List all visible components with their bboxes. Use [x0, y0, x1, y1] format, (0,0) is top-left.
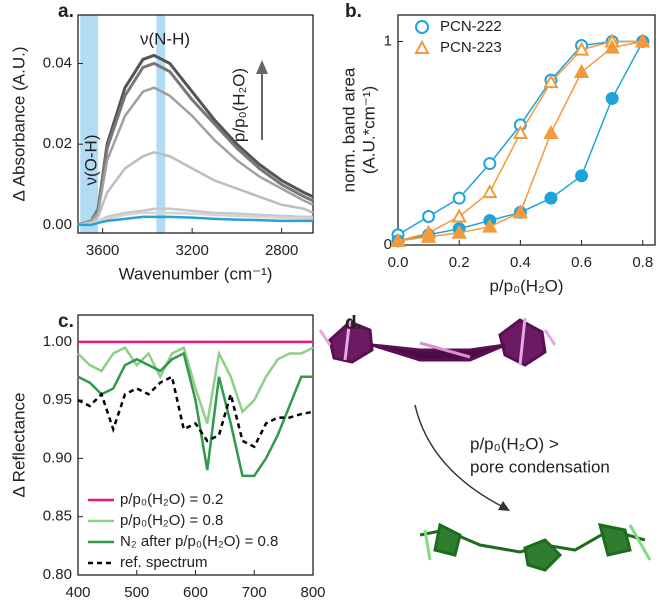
marker: [605, 91, 619, 105]
y-tick-label: 0.02: [43, 135, 72, 152]
legend-label: p/p₀(H₂O) = 0.8: [120, 512, 223, 529]
marker: [543, 124, 559, 140]
annotation: ν(N-H): [140, 29, 190, 48]
marker: [573, 41, 590, 56]
x-tick-label: 0.2: [449, 254, 470, 271]
line-series: [77, 211, 314, 227]
x-tick-label: 0.0: [388, 254, 409, 271]
x-tick-label: 500: [124, 584, 149, 601]
marker: [512, 124, 529, 140]
marker: [452, 191, 466, 205]
marker: [451, 224, 467, 239]
x-axis-label: p/p₀(H₂O): [489, 276, 563, 295]
marker: [575, 169, 589, 183]
x-tick-label: 0.6: [571, 254, 592, 271]
y-axis-label: norm. band area: [339, 67, 358, 192]
y-tick-label: 0.00: [43, 216, 72, 233]
marker: [482, 183, 498, 199]
legend-label: ref. spectrum: [120, 554, 208, 571]
marker: [451, 208, 467, 223]
line-series: [77, 150, 314, 227]
y-tick-label: 0: [384, 236, 392, 253]
marker: [483, 157, 497, 171]
marker: [543, 74, 559, 89]
x-tick-label: 400: [65, 584, 90, 601]
annotation: ν(O-H): [81, 135, 100, 186]
y-axis-label: (A.U.*cm⁻¹): [359, 86, 378, 174]
x-tick-label: 2800: [265, 242, 298, 259]
y-axis-label: Δ Absorbance (A.U.): [9, 47, 28, 202]
annotation: p/p₀(H₂O): [229, 68, 248, 142]
marker: [512, 204, 529, 219]
marker: [390, 232, 406, 247]
marker: [604, 39, 620, 54]
x-tick-label: 0.4: [510, 254, 531, 271]
highlight-band: [80, 15, 99, 233]
panel-label: b.: [345, 1, 362, 22]
legend-label: PCN-223: [440, 39, 502, 56]
arrow-head: [256, 60, 268, 74]
line-series: [77, 351, 313, 478]
annotation: pore condensation: [470, 457, 610, 476]
y-tick-label: 0.95: [43, 391, 72, 408]
arrow: [414, 404, 506, 509]
arrow-head: [498, 501, 510, 511]
legend-marker: [415, 20, 429, 34]
molecule-flat: [318, 317, 557, 367]
y-axis-label: Δ Reflectance: [9, 393, 28, 498]
y-tick-label: 0.04: [43, 54, 72, 71]
x-tick-label: 600: [183, 584, 208, 601]
y-tick-label: 1.00: [43, 333, 72, 350]
molecule-bent: [419, 522, 652, 572]
y-tick-label: 0.90: [43, 449, 72, 466]
marker: [482, 218, 498, 233]
marker: [544, 191, 558, 205]
panel-label: a.: [58, 1, 74, 22]
line-series: [77, 86, 314, 227]
annotation: p/p₀(H₂O) >: [470, 434, 559, 453]
highlight-band: [156, 15, 166, 233]
y-tick-label: 0.85: [43, 508, 72, 525]
panel-label: c.: [58, 311, 74, 332]
x-axis-label: Wavenumber (cm⁻¹): [119, 264, 273, 283]
x-tick-label: 3600: [86, 242, 119, 259]
legend-label: PCN-222: [440, 18, 502, 35]
marker: [573, 63, 590, 78]
y-tick-label: 0.80: [43, 566, 72, 583]
line-series: [77, 374, 314, 449]
legend-label: N₂ after p/p₀(H₂O) = 0.8: [120, 533, 278, 550]
x-tick-label: 700: [242, 584, 267, 601]
y-tick-label: 1: [384, 32, 392, 49]
legend-marker: [414, 39, 430, 54]
line-series: [78, 215, 313, 227]
line-series: [77, 345, 314, 424]
line-series: [77, 53, 314, 227]
marker: [635, 33, 651, 48]
x-tick-label: 0.8: [632, 254, 653, 271]
plot-frame: [77, 14, 314, 234]
x-tick-label: 800: [300, 584, 325, 601]
marker: [420, 228, 437, 243]
marker: [422, 210, 436, 224]
legend-label: p/p₀(H₂O) = 0.2: [120, 491, 223, 508]
x-tick-label: 3200: [175, 242, 208, 259]
plot-frame: [397, 14, 656, 246]
panel-label: d.: [345, 313, 362, 334]
